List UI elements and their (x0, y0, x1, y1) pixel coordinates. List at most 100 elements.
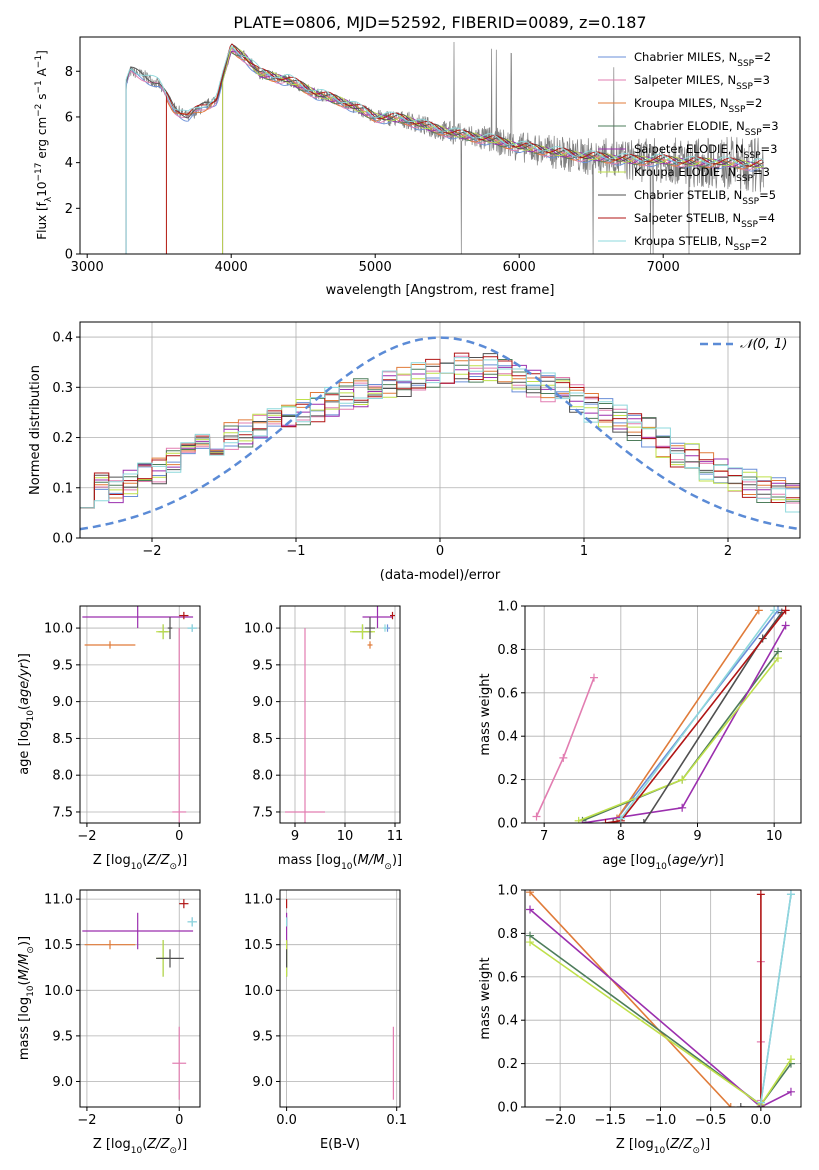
histogram-kroupa_miles (80, 359, 800, 509)
x-axis-label: wavelength [Angstrom, rest frame] (326, 283, 555, 298)
panel-massweight_vs_age: 7 8 9 10 0.0 0.2 0.4 0.6 0.8 1.0 mass weight age [l… (478, 600, 802, 872)
y-tick-label: 9.0 (52, 695, 73, 710)
series-marker-salpeter_elodie (526, 905, 535, 914)
legend-label-chabrier_stelib: Chabrier STELIB, NSSP=5 (634, 188, 776, 207)
plot-area (285, 606, 395, 823)
series-marker-salpeter_elodie (678, 803, 687, 812)
series-line-chabrier_stelib (613, 612, 783, 823)
y-tick-label: 1.0 (497, 884, 518, 899)
histogram-salpeter_elodie (80, 364, 800, 509)
legend-label-kroupa_miles: Kroupa MILES, NSSP=2 (634, 96, 762, 115)
histogram-chabrier_elodie (80, 359, 800, 509)
y-tick-label: 9.5 (252, 1029, 273, 1044)
y-tick-label: 0.2 (497, 1057, 518, 1072)
y-tick-label: 8.5 (52, 732, 73, 747)
legend-label-chabrier_elodie: Chabrier ELODIE, NSSP=3 (634, 119, 779, 138)
x-axis-label: Z [log10(Z/Z⊙)] (93, 853, 187, 872)
series-marker-salpeter_stelib (781, 606, 790, 615)
y-tick-label: 0.8 (497, 643, 518, 658)
legend: Chabrier MILES, NSSP=2 Salpeter MILES, NS… (598, 50, 779, 253)
panel-massweight_vs_z: −2.0 −1.5 −1.0 −0.5 0.0 0.0 0.2 0.4 0.6 0.8 1.0 mas… (478, 884, 802, 1156)
y-tick-label: 9.0 (52, 1075, 73, 1090)
x-tick-label: 2 (724, 544, 732, 559)
y-tick-label: 0.8 (497, 927, 518, 942)
axes-frame (279, 605, 401, 824)
y-tick-label: 9.0 (252, 695, 273, 710)
y-tick-label: 0.6 (497, 686, 518, 701)
x-tick-label: 0 (436, 544, 444, 559)
series-marker-kroupa_stelib (786, 890, 795, 899)
series-marker-kroupa_miles (526, 890, 535, 897)
axes-frame (79, 36, 801, 255)
panel-residuals: −2 −1 0 1 2 0.0 0.1 0.2 0.3 0.4 (data-model)/error… (28, 321, 801, 583)
x-tick-label: 0.0 (276, 1113, 297, 1128)
y-tick-label: 8.5 (252, 732, 273, 747)
histogram-chabrier_stelib (80, 353, 800, 509)
series-marker-kroupa_elodie (786, 1055, 795, 1064)
series-marker-salpeter_miles (590, 673, 598, 682)
histogram-salpeter_stelib (80, 352, 800, 509)
y-tick-label: 0.0 (497, 1101, 518, 1116)
y-tick-label: 0.4 (497, 730, 518, 745)
y-tick-label: 10.0 (244, 984, 273, 999)
series-marker-salpeter_elodie (781, 621, 790, 630)
series-line-salpeter_miles (535, 677, 595, 817)
y-tick-label: 10.5 (44, 938, 73, 953)
x-tick-label: 3000 (71, 260, 104, 275)
y-tick-label: 11.0 (244, 893, 273, 908)
y-tick-label: 0.1 (52, 481, 73, 496)
panel-mass_vs_ebv: 0.0 0.1 9.0 9.5 10.0 10.5 11.0 E(B-V) (244, 889, 407, 1152)
panel-age_vs_mass: 9 10 11 7.5 8.0 8.5 9.0 9.5 10.0 mass [log10(M/M⊙… (244, 605, 404, 872)
panel-age_vs_z: −2 0 7.5 8.0 8.5 9.0 9.5 10.0 Z [log10(Z/Z⊙)] age… (17, 605, 201, 872)
y-axis-label: mass weight (478, 673, 493, 755)
y-tick-label: 8.0 (52, 769, 73, 784)
y-tick-label: 1.0 (497, 600, 518, 615)
x-axis-label: age [log10(age/yr)] (602, 853, 724, 872)
y-tick-label: 10.0 (44, 984, 73, 999)
x-axis-label: (data-model)/error (380, 568, 501, 583)
histogram-chabrier_miles (80, 362, 800, 509)
y-axis-label: age [log10(age/yr)] (17, 653, 36, 775)
x-tick-label: −0.5 (695, 1113, 727, 1128)
y-tick-label: 4 (65, 156, 73, 171)
y-tick-label: 0.2 (497, 773, 518, 788)
legend-label-normal: 𝒩(0, 1) (740, 337, 787, 352)
figure-title: PLATE=0806, MJD=52592, FIBERID=0089, z=0… (233, 13, 646, 32)
axes-frame (524, 605, 802, 824)
x-tick-label: 6000 (503, 260, 536, 275)
x-tick-label: 11 (387, 829, 404, 844)
x-tick-label: 8 (617, 829, 625, 844)
series-marker-salpeter_miles (559, 753, 568, 762)
y-tick-label: 9.5 (52, 658, 73, 673)
x-axis-label: Z [log10(Z/Z⊙)] (93, 1137, 187, 1156)
legend-label-kroupa_stelib: Kroupa STELIB, NSSP=2 (634, 234, 767, 253)
x-tick-label: −1.5 (595, 1113, 627, 1128)
series-marker-kroupa_elodie (574, 816, 583, 823)
y-tick-label: 7.5 (52, 805, 73, 820)
x-axis-label: mass [log10(M/M⊙)] (278, 853, 402, 872)
legend-label-kroupa_elodie: Kroupa ELODIE, NSSP=3 (634, 165, 770, 184)
histogram-kroupa_stelib (80, 357, 800, 513)
axes-frame (279, 889, 401, 1108)
plot-area (125, 41, 765, 254)
x-tick-label: 7000 (647, 260, 680, 275)
plot-area (82, 606, 197, 823)
series-marker-salpeter_miles (532, 812, 541, 821)
y-axis-label: mass [log10(M/M⊙)] (17, 936, 36, 1060)
series-line-salpeter_elodie (582, 625, 787, 823)
x-tick-label: 0.1 (386, 1113, 407, 1128)
x-tick-label: −1.0 (645, 1113, 677, 1128)
y-tick-label: 0.0 (52, 532, 73, 547)
x-tick-label: 4000 (215, 260, 248, 275)
series-marker-chabrier_stelib (736, 1103, 745, 1107)
x-tick-label: 1 (580, 544, 588, 559)
plot-area (82, 899, 197, 1100)
series-marker-kroupa_stelib (616, 814, 625, 823)
x-tick-label: −2.0 (544, 1113, 576, 1128)
x-axis-label: E(B-V) (320, 1137, 360, 1152)
series-line-kroupa_miles (529, 891, 732, 1107)
series-marker-chabrier_stelib (639, 819, 648, 823)
y-axis-label: Normed distribution (28, 365, 43, 495)
x-tick-label: −2 (77, 1113, 96, 1128)
x-tick-label: 5000 (359, 260, 392, 275)
